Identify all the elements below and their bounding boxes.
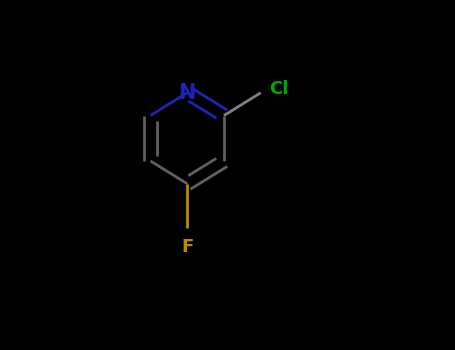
Text: N: N — [178, 83, 196, 103]
Text: F: F — [181, 238, 193, 256]
Text: Cl: Cl — [269, 80, 289, 98]
